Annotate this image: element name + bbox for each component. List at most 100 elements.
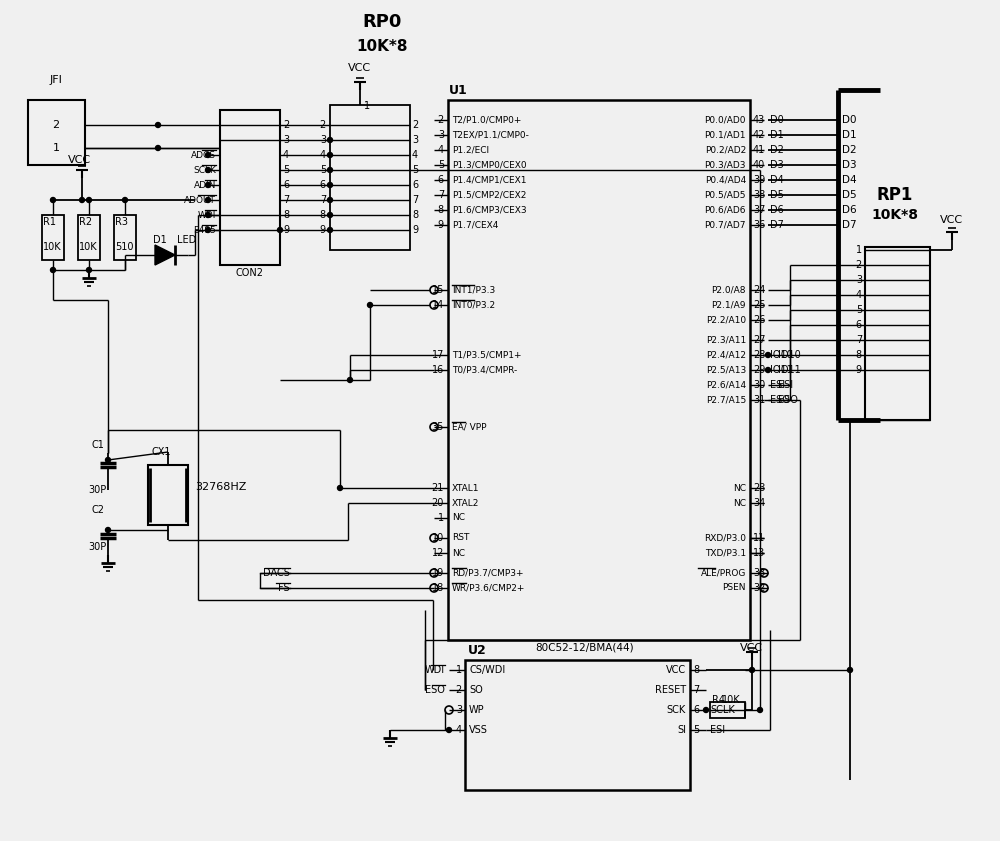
Text: P2.6/A14: P2.6/A14: [706, 380, 746, 389]
Text: 10K*8: 10K*8: [356, 39, 408, 54]
Text: RD/P3.7/CMP3+: RD/P3.7/CMP3+: [452, 569, 524, 578]
Text: CS/WDI: CS/WDI: [469, 665, 505, 675]
Text: 2: 2: [283, 120, 289, 130]
Text: D1: D1: [770, 130, 784, 140]
Text: 5: 5: [856, 305, 862, 315]
Text: 7: 7: [283, 195, 289, 205]
Text: 6: 6: [438, 175, 444, 185]
Text: 3: 3: [412, 135, 418, 145]
Text: 32768HZ: 32768HZ: [195, 482, 246, 492]
Text: 13: 13: [753, 548, 765, 558]
Text: 10K: 10K: [43, 242, 62, 252]
Circle shape: [50, 198, 56, 203]
Text: 7: 7: [320, 195, 326, 205]
Text: ADCS: ADCS: [191, 151, 216, 160]
Text: 6: 6: [693, 705, 699, 715]
Text: VCC: VCC: [666, 665, 686, 675]
Text: IO11: IO11: [778, 365, 801, 375]
Text: R3: R3: [115, 217, 128, 227]
Text: TXD/P3.1: TXD/P3.1: [705, 548, 746, 558]
Text: 1: 1: [52, 143, 60, 153]
Text: 19: 19: [432, 568, 444, 578]
Text: 18: 18: [432, 583, 444, 593]
Circle shape: [848, 668, 852, 673]
Text: IO10: IO10: [770, 350, 793, 360]
Text: XTAL1: XTAL1: [452, 484, 480, 493]
Text: CX1: CX1: [152, 447, 172, 457]
Text: 15: 15: [432, 285, 444, 295]
Text: RESET: RESET: [655, 685, 686, 695]
Text: P0.4/AD4: P0.4/AD4: [705, 176, 746, 184]
Text: NC: NC: [452, 514, 465, 522]
Text: 7: 7: [412, 195, 418, 205]
Text: 39: 39: [753, 175, 765, 185]
Text: ALE/PROG: ALE/PROG: [701, 569, 746, 578]
Circle shape: [446, 727, 452, 733]
Text: 35: 35: [432, 422, 444, 432]
Circle shape: [750, 668, 755, 673]
Bar: [865, 247, 930, 420]
Circle shape: [704, 707, 708, 712]
Text: 25: 25: [753, 300, 766, 310]
Text: 3: 3: [283, 135, 289, 145]
Circle shape: [758, 707, 763, 712]
Circle shape: [206, 228, 210, 232]
Text: WP: WP: [469, 705, 485, 715]
Text: D4: D4: [842, 175, 857, 185]
Text: 80C52-12/BMA(44): 80C52-12/BMA(44): [536, 643, 634, 653]
Text: P0.7/AD7: P0.7/AD7: [704, 220, 746, 230]
Text: D0: D0: [842, 115, 856, 125]
Text: 31: 31: [753, 395, 765, 405]
Text: 6: 6: [320, 180, 326, 190]
Circle shape: [328, 152, 332, 157]
Text: FS: FS: [278, 583, 290, 593]
Text: 7: 7: [693, 685, 699, 695]
Text: VCC: VCC: [68, 155, 91, 165]
Text: P1.3/CMP0/CEX0: P1.3/CMP0/CEX0: [452, 161, 527, 170]
Text: 10K: 10K: [722, 695, 741, 705]
Text: ESI: ESI: [710, 725, 725, 735]
Text: SCK: SCK: [667, 705, 686, 715]
Circle shape: [106, 458, 110, 463]
Text: 4: 4: [456, 725, 462, 735]
Text: D7: D7: [770, 220, 784, 230]
Text: R2: R2: [79, 217, 92, 227]
Text: 5: 5: [320, 165, 326, 175]
Text: T2EX/P1.1/CMP0-: T2EX/P1.1/CMP0-: [452, 130, 529, 140]
Bar: [220, 110, 280, 265]
Bar: [28, 100, 85, 165]
Text: 5: 5: [283, 165, 289, 175]
Polygon shape: [155, 245, 175, 265]
Text: 3: 3: [856, 275, 862, 285]
Text: ESO: ESO: [770, 395, 790, 405]
Text: 27: 27: [753, 335, 766, 345]
Text: 16: 16: [432, 365, 444, 375]
Text: 6: 6: [412, 180, 418, 190]
Circle shape: [206, 182, 210, 188]
Text: 10K: 10K: [79, 242, 98, 252]
Text: 10: 10: [432, 533, 444, 543]
Text: INT0/P3.2: INT0/P3.2: [452, 300, 495, 309]
Text: D4: D4: [770, 175, 784, 185]
Text: SO: SO: [469, 685, 483, 695]
Circle shape: [122, 198, 128, 203]
Text: SI: SI: [677, 725, 686, 735]
Circle shape: [106, 527, 110, 532]
Text: 3: 3: [320, 135, 326, 145]
Circle shape: [766, 352, 770, 357]
Text: 9: 9: [283, 225, 289, 235]
Text: P2.7/A15: P2.7/A15: [706, 395, 746, 405]
Text: P2.5/A13: P2.5/A13: [706, 366, 746, 374]
Text: D6: D6: [770, 205, 784, 215]
Text: 9: 9: [438, 220, 444, 230]
Text: 8: 8: [856, 350, 862, 360]
Text: WDI: WDI: [198, 210, 216, 220]
Text: D1: D1: [153, 235, 167, 245]
Text: C2: C2: [92, 505, 105, 515]
Circle shape: [328, 137, 332, 142]
Text: U2: U2: [468, 644, 487, 658]
Text: 17: 17: [432, 350, 444, 360]
Text: P0.5/AD5: P0.5/AD5: [704, 191, 746, 199]
Text: T1/P3.5/CMP1+: T1/P3.5/CMP1+: [452, 351, 522, 359]
Text: 8: 8: [693, 665, 699, 675]
